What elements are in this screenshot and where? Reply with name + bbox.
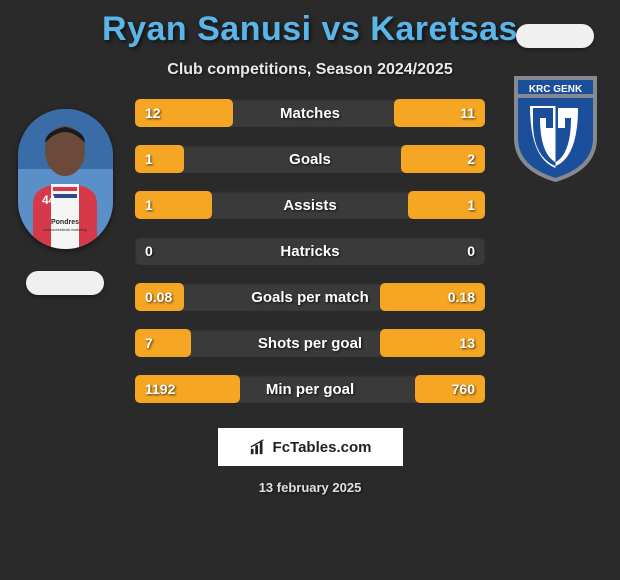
page-title: Ryan Sanusi vs Karetsas bbox=[102, 10, 518, 49]
stat-right-value: 0.18 bbox=[448, 289, 475, 305]
left-team-badge bbox=[26, 271, 104, 295]
subtitle: Club competitions, Season 2024/2025 bbox=[167, 61, 452, 79]
stat-right-value: 2 bbox=[467, 151, 475, 167]
stat-row: 1Goals2 bbox=[135, 145, 485, 173]
stat-label: Matches bbox=[135, 105, 485, 122]
stat-row: 12Matches11 bbox=[135, 99, 485, 127]
stat-right-value: 1 bbox=[467, 197, 475, 213]
right-club-logo: KRC GENK bbox=[508, 68, 603, 183]
fctables-label: FcTables.com bbox=[273, 439, 372, 456]
stat-label: Goals bbox=[135, 151, 485, 168]
date-label: 13 february 2025 bbox=[259, 480, 362, 495]
stat-label: Shots per goal bbox=[135, 335, 485, 352]
fctables-watermark: FcTables.com bbox=[218, 428, 403, 466]
stat-right-value: 0 bbox=[467, 243, 475, 259]
infographic-container: Ryan Sanusi vs Karetsas Club competition… bbox=[0, 0, 620, 580]
genk-shield-icon: KRC GENK bbox=[508, 68, 603, 183]
chart-icon bbox=[249, 438, 267, 456]
stat-row: 0.08Goals per match0.18 bbox=[135, 283, 485, 311]
stat-label: Hatricks bbox=[135, 243, 485, 260]
right-player-column: KRC GENK bbox=[505, 109, 605, 183]
stat-right-value: 13 bbox=[459, 335, 475, 351]
left-player-photo: 44 Pondres onderscheidende marketing bbox=[18, 109, 113, 249]
stat-row: 7Shots per goal13 bbox=[135, 329, 485, 357]
player-portrait-icon: 44 Pondres onderscheidende marketing bbox=[18, 109, 113, 249]
svg-text:44: 44 bbox=[42, 193, 56, 207]
stat-row: 0Hatricks0 bbox=[135, 237, 485, 265]
stat-row: 1192Min per goal760 bbox=[135, 375, 485, 403]
left-player-column: 44 Pondres onderscheidende marketing bbox=[15, 109, 115, 295]
stat-right-value: 760 bbox=[452, 381, 475, 397]
stat-label: Goals per match bbox=[135, 289, 485, 306]
stat-row: 1Assists1 bbox=[135, 191, 485, 219]
stat-right-value: 11 bbox=[460, 105, 475, 121]
main-comparison-area: 44 Pondres onderscheidende marketing 1 2 M… bbox=[10, 109, 610, 403]
stat-label: Min per goal bbox=[135, 381, 485, 398]
svg-text:onderscheidende marketing: onderscheidende marketing bbox=[43, 228, 86, 232]
svg-text:KRC GENK: KRC GENK bbox=[528, 84, 582, 95]
right-team-badge bbox=[516, 24, 594, 48]
stat-label: Assists bbox=[135, 197, 485, 214]
svg-text:Pondres: Pondres bbox=[50, 219, 78, 226]
stats-column: 12Matches111Goals21Assists10Hatricks00.0… bbox=[115, 99, 505, 403]
